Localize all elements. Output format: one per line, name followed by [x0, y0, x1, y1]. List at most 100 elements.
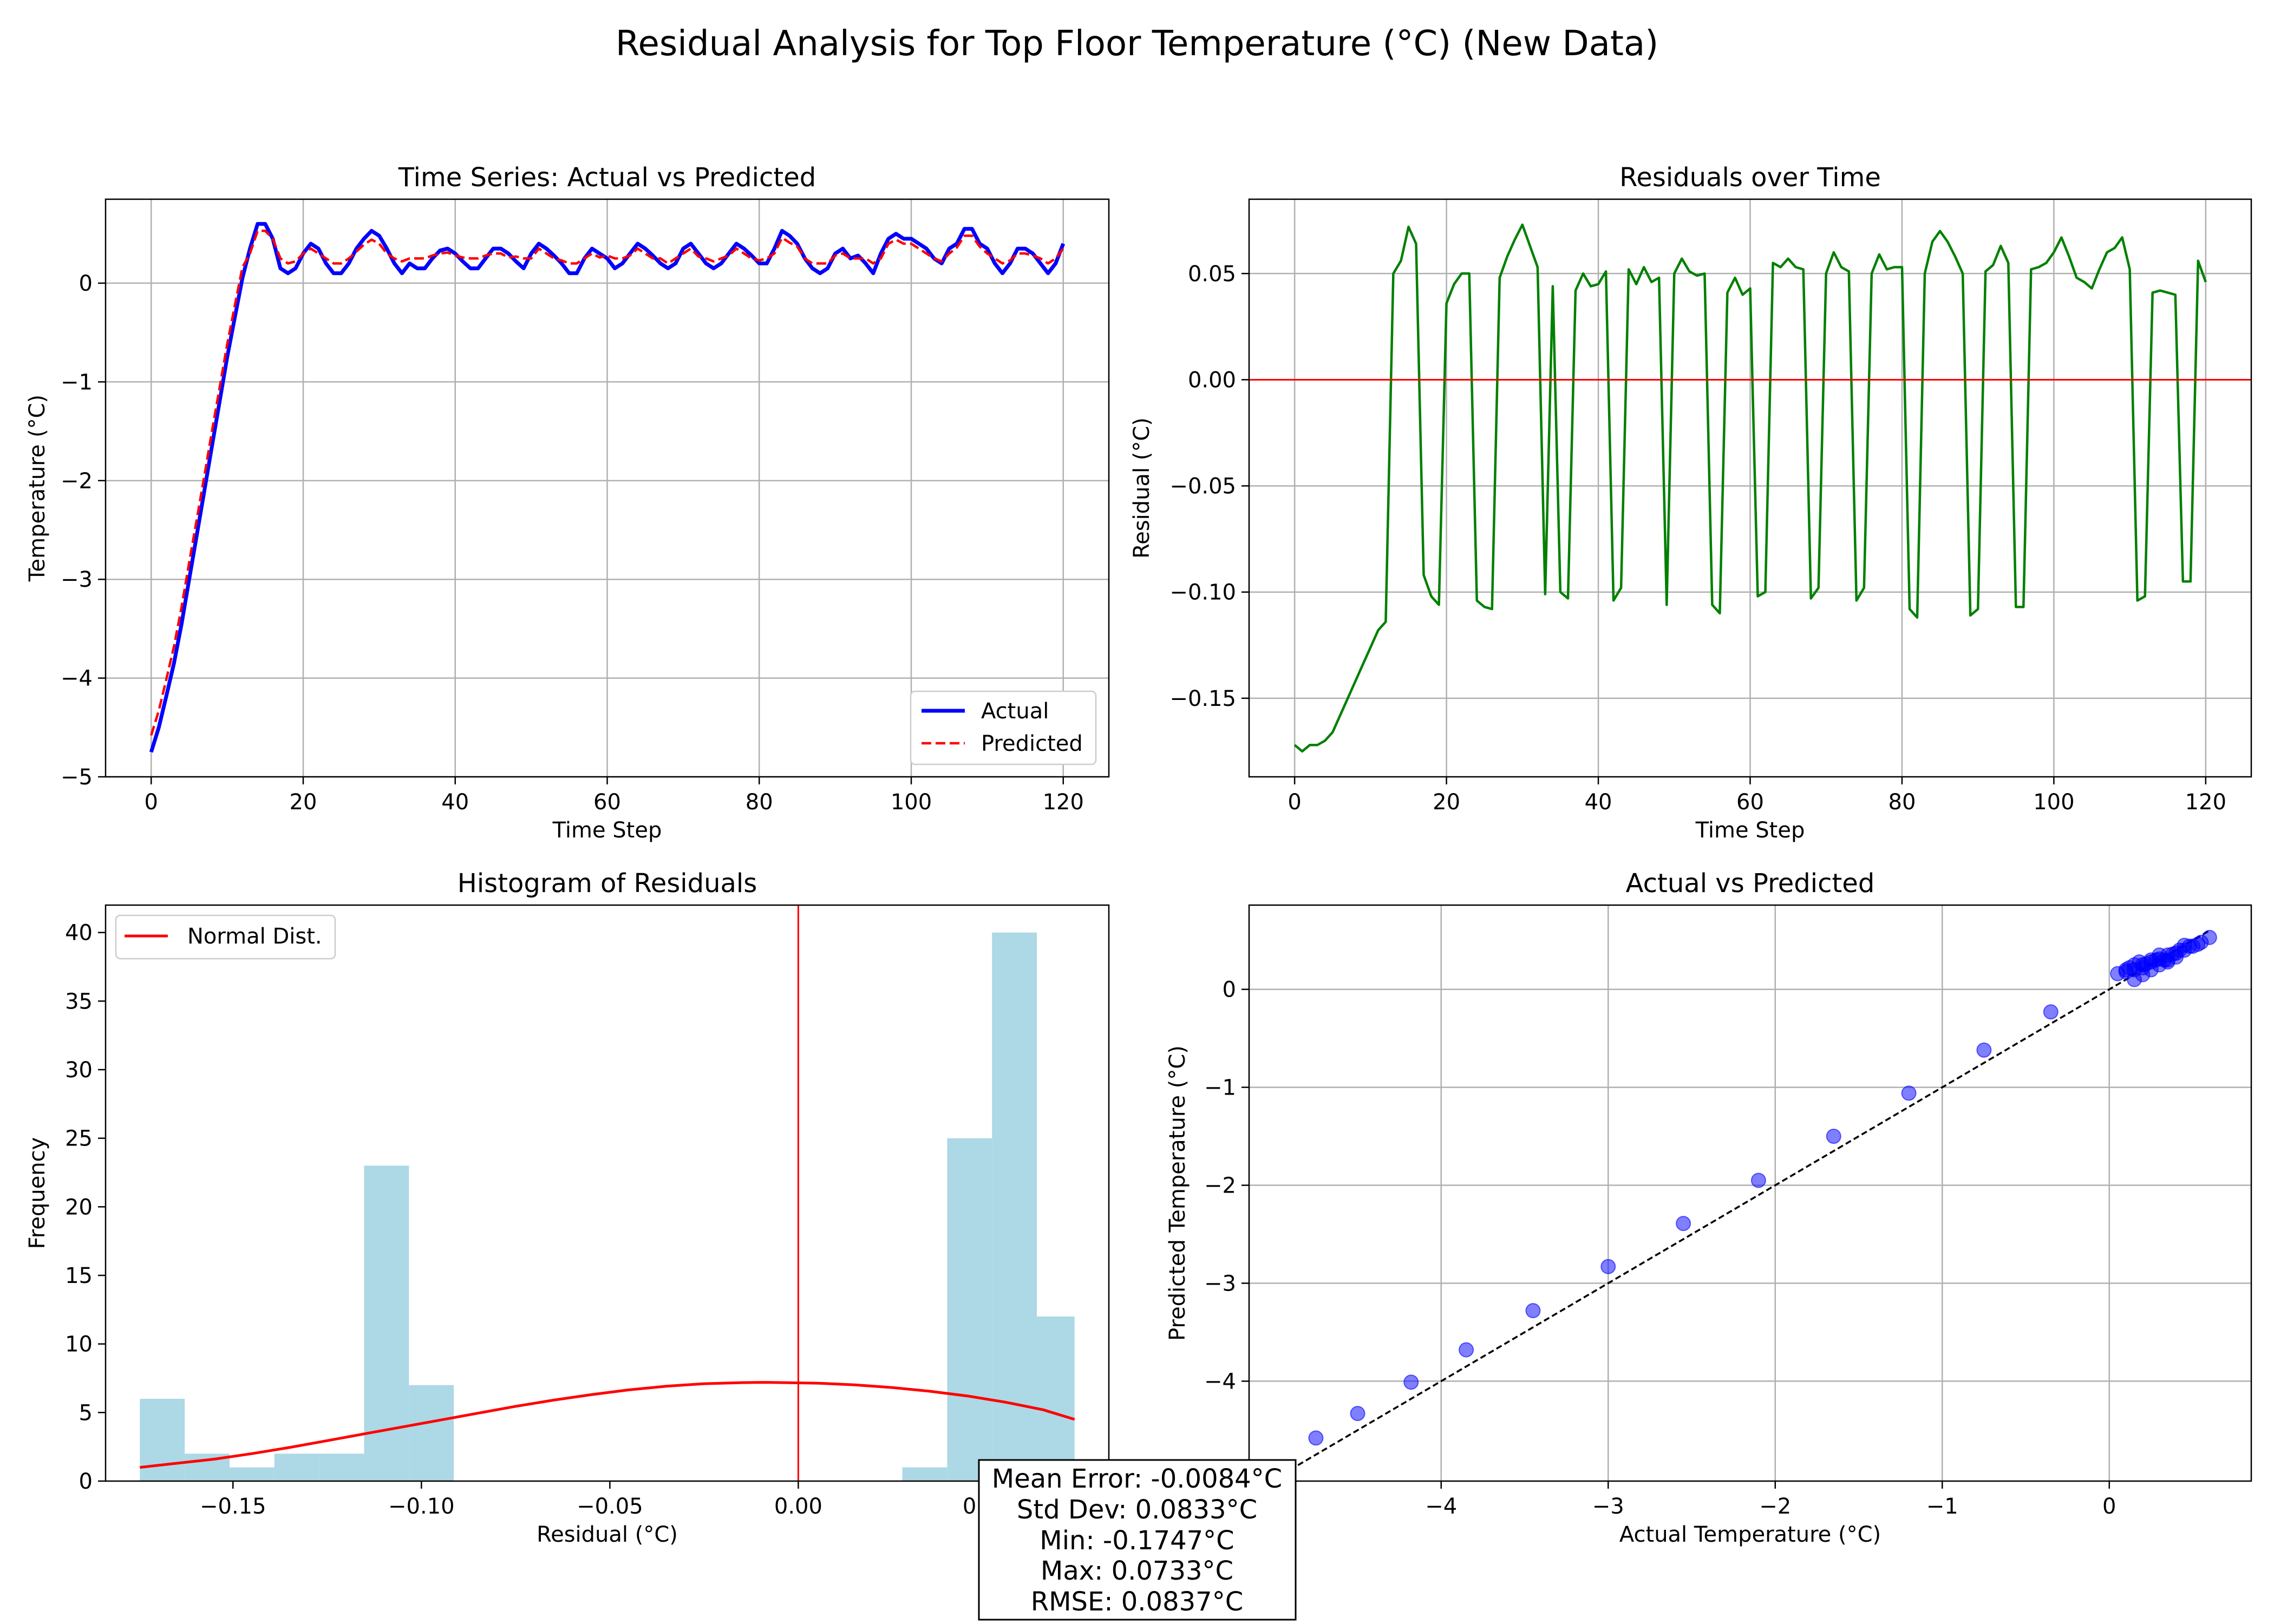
hist-ytick-label: 10: [65, 1332, 93, 1357]
res-xtick-label: 20: [1433, 790, 1460, 815]
hist-axes: −0.15−0.10−0.050.000.050510152025303540H…: [25, 868, 1011, 1547]
hist-ytick-label: 35: [65, 989, 93, 1014]
hist-bar: [902, 1467, 948, 1481]
ts-legend-actual-label: Actual: [981, 699, 1049, 724]
scatter-ytick-label: −2: [1204, 1174, 1236, 1199]
res-xtick-label: 80: [1889, 790, 1916, 815]
scatter-point: [1976, 1042, 1992, 1058]
ts-series-predicted: [150, 230, 1064, 736]
ts-title: Time Series: Actual vs Predicted: [398, 162, 816, 193]
ts-ytick-label: −5: [61, 765, 93, 790]
scatter-xlabel: Actual Temperature (°C): [1619, 1522, 1881, 1547]
ts-xtick-label: 40: [441, 790, 469, 815]
res-ytick-label: −0.05: [1169, 474, 1236, 499]
figure-title: Residual Analysis for Top Floor Temperat…: [616, 24, 1658, 64]
res-axes: 0 20 40 60 80 100 120 −0.15 −0.10 −0.05 0.00 0.05 Re…: [1129, 162, 2251, 843]
scatter-reference-line: [1273, 929, 2210, 1480]
stats-min: Min: -0.1747°C: [1040, 1525, 1234, 1556]
stats-std-dev: Std Dev: 0.0833°C: [1017, 1495, 1257, 1525]
ts-xlabel: Time Step: [552, 818, 662, 843]
hist-xlabel: Residual (°C): [537, 1522, 678, 1547]
scatter-point: [1901, 1085, 1917, 1101]
stats-box: Mean Error: -0.0084°C Std Dev: 0.0833°C …: [978, 1459, 1297, 1621]
ts-frame: [104, 198, 1110, 778]
hist-bar: [319, 1453, 364, 1481]
res-series-line: [1293, 223, 2207, 753]
scatter-point: [2177, 938, 2192, 953]
scatter-points-group: [1273, 929, 2217, 1480]
hist-ytick-label: 40: [65, 921, 93, 946]
hist-xtick-label: −0.10: [388, 1494, 455, 1519]
ts-ytick-label: −3: [61, 567, 93, 592]
ts-xtick-label: 20: [290, 790, 317, 815]
scatter-point: [1676, 1216, 1691, 1232]
scatter-point: [2160, 952, 2175, 968]
scatter-xtick-label: 0: [2102, 1494, 2116, 1519]
res-title: Residuals over Time: [1619, 162, 1881, 193]
res-ytick-label: −0.15: [1169, 686, 1236, 711]
scatter-ytick-label: −3: [1204, 1271, 1236, 1296]
scatter-title: Actual vs Predicted: [1626, 868, 1875, 899]
res-ylabel: Residual (°C): [1129, 417, 1154, 559]
hist-ytick-label: 15: [65, 1263, 93, 1288]
ts-legend-predicted-label: Predicted: [981, 731, 1083, 756]
stats-box-frame: [978, 1459, 1297, 1621]
scatter-xtick-label: −1: [1926, 1494, 1958, 1519]
scatter-xtick-label: −2: [1759, 1494, 1791, 1519]
ts-ylabel: Temperature (°C): [25, 395, 50, 582]
hist-ytick-label: 5: [79, 1400, 93, 1425]
ts-xtick-label: 80: [746, 790, 773, 815]
hist-bar: [230, 1467, 275, 1481]
ts-xtick-label: 120: [1043, 790, 1084, 815]
res-ytick-label: −0.10: [1169, 580, 1236, 605]
ts-xtick-label: 0: [145, 790, 158, 815]
stats-mean-error: Mean Error: -0.0084°C: [992, 1464, 1282, 1494]
hist-title: Histogram of Residuals: [458, 868, 757, 899]
hist-legend-frame: [115, 914, 336, 960]
scatter-point: [1308, 1430, 1324, 1446]
res-ytick-label: 0.05: [1188, 261, 1236, 286]
res-xtick-label: 0: [1288, 790, 1301, 815]
ts-ytick-label: −4: [61, 666, 93, 691]
hist-legend: Normal Dist.: [115, 914, 336, 960]
scatter-xtick-label: −4: [1425, 1494, 1457, 1519]
ts-xtick-label: 60: [593, 790, 621, 815]
res-ytick-label: 0.00: [1188, 368, 1236, 392]
hist-frame: [104, 904, 1110, 1482]
hist-bar: [409, 1385, 454, 1481]
scatter-frame: [1248, 904, 2252, 1482]
hist-ytick-label: 25: [65, 1127, 93, 1151]
scatter-xtick-label: −3: [1592, 1494, 1624, 1519]
scatter-point: [2201, 929, 2217, 945]
scatter-point: [1459, 1342, 1474, 1358]
scatter-point: [1403, 1374, 1419, 1390]
hist-bar: [992, 932, 1037, 1481]
ts-legend: Actual Predicted: [910, 690, 1097, 765]
res-series-group: [1249, 223, 2251, 753]
res-xlabel: Time Step: [1695, 818, 1805, 843]
hist-legend-label: Normal Dist.: [187, 924, 322, 949]
ts-ytick-label: −2: [61, 469, 93, 494]
hist-xtick-label: −0.15: [200, 1494, 266, 1519]
stats-max: Max: 0.0733°C: [1041, 1556, 1233, 1586]
hist-ytick-label: 0: [79, 1469, 93, 1494]
res-xtick-label: 100: [2033, 790, 2074, 815]
hist-xtick-label: −0.05: [577, 1494, 643, 1519]
scatter-point: [1525, 1303, 1541, 1319]
hist-xtick-label: 0.00: [774, 1494, 822, 1519]
ts-ytick-label: −1: [61, 370, 93, 395]
res-xtick-label: 120: [2185, 790, 2226, 815]
scatter-axes: −4 −3 −2 −1 0 −4 −3 −2 −1 0 Actual vs Predicted Act…: [1165, 868, 2251, 1547]
hist-bar: [274, 1453, 319, 1481]
scatter-ytick-label: −1: [1204, 1076, 1236, 1101]
scatter-point: [1826, 1129, 1841, 1144]
hist-bar: [140, 1399, 185, 1481]
hist-ytick-label: 30: [65, 1058, 93, 1083]
res-frame: [1248, 198, 2252, 778]
ts-series-group: [149, 222, 1066, 753]
hist-bar: [947, 1138, 992, 1481]
res-xtick-label: 60: [1736, 790, 1764, 815]
scatter-ytick-label: 0: [1223, 978, 1236, 1003]
hist-bar: [1037, 1317, 1075, 1481]
